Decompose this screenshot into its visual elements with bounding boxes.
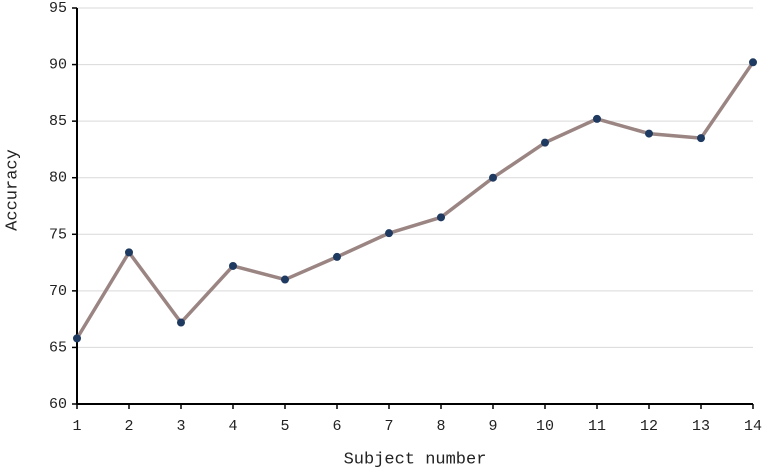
x-tick-label: 9 bbox=[488, 418, 497, 435]
x-tick-label: 4 bbox=[228, 418, 237, 435]
y-tick-label: 85 bbox=[49, 113, 67, 130]
data-point bbox=[385, 229, 393, 238]
y-tick-label: 70 bbox=[49, 283, 67, 300]
x-tick-label: 7 bbox=[384, 418, 393, 435]
x-tick-label: 12 bbox=[640, 418, 658, 435]
data-line bbox=[75, 61, 755, 340]
x-tick-label: 1 bbox=[72, 418, 81, 435]
x-tick-label: 8 bbox=[436, 418, 445, 435]
x-tick-label: 3 bbox=[176, 418, 185, 435]
data-point bbox=[541, 138, 549, 147]
y-tick-label: 80 bbox=[49, 170, 67, 187]
x-tick-label: 5 bbox=[280, 418, 289, 435]
data-point bbox=[593, 114, 601, 123]
data-point bbox=[697, 134, 705, 143]
x-tick-label: 11 bbox=[588, 418, 606, 435]
x-tick-label: 10 bbox=[536, 418, 554, 435]
x-axis-title: Subject number bbox=[344, 450, 487, 469]
x-tick-label: 2 bbox=[124, 418, 133, 435]
y-tick-label: 95 bbox=[49, 0, 67, 17]
x-tick-label: 13 bbox=[692, 418, 710, 435]
data-point bbox=[229, 261, 237, 270]
y-tick-label: 65 bbox=[49, 339, 67, 356]
data-point bbox=[125, 248, 133, 257]
data-point bbox=[437, 213, 445, 222]
data-point bbox=[177, 318, 185, 327]
data-point bbox=[281, 275, 289, 284]
y-tick-label: 60 bbox=[49, 396, 67, 413]
data-point bbox=[73, 334, 81, 343]
y-tick-label: 90 bbox=[49, 57, 67, 74]
y-tick-label: 75 bbox=[49, 226, 67, 243]
x-tick-label: 14 bbox=[744, 418, 762, 435]
data-point bbox=[645, 129, 653, 138]
x-tick-label: 6 bbox=[332, 418, 341, 435]
data-point bbox=[749, 58, 757, 67]
data-point bbox=[489, 173, 497, 182]
data-point bbox=[333, 252, 341, 261]
y-axis-title: Accuracy bbox=[3, 149, 22, 231]
